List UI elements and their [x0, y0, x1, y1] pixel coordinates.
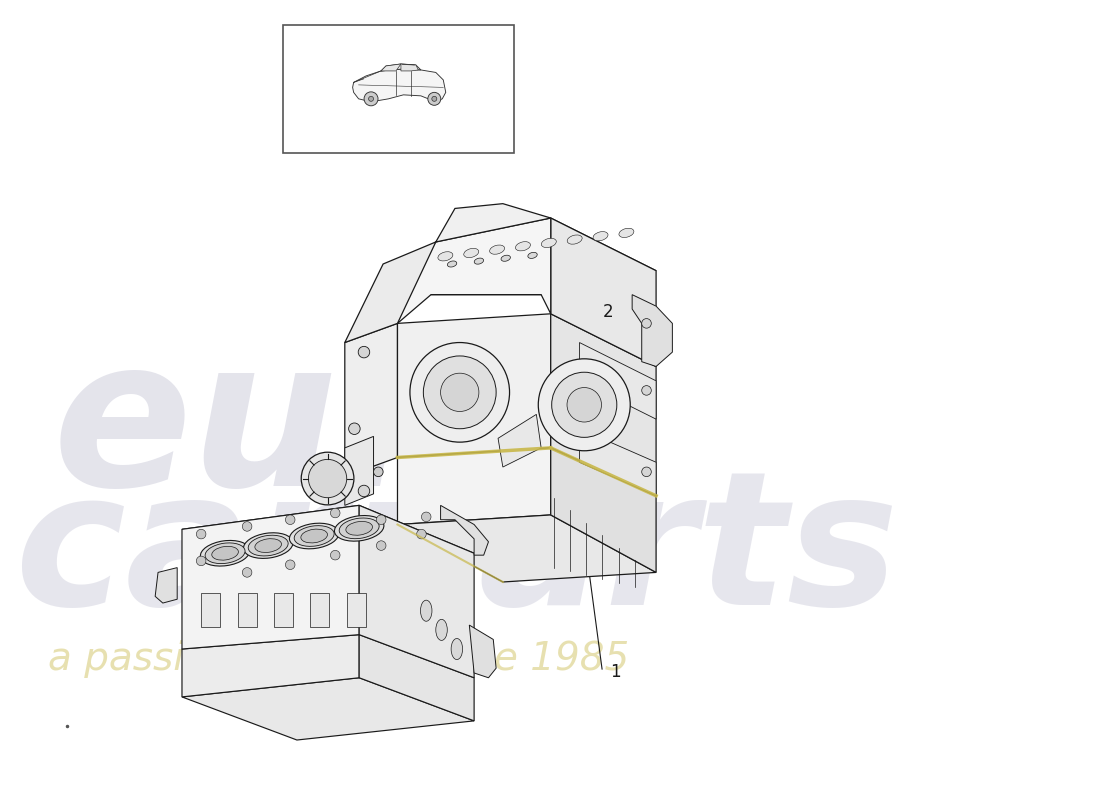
Ellipse shape [420, 600, 432, 622]
Circle shape [421, 512, 431, 522]
Circle shape [374, 467, 383, 477]
Circle shape [641, 467, 651, 477]
Ellipse shape [308, 459, 346, 498]
Ellipse shape [289, 523, 339, 549]
Circle shape [641, 318, 651, 328]
Circle shape [364, 92, 378, 106]
Ellipse shape [474, 258, 484, 264]
Bar [310, 594, 330, 627]
Circle shape [552, 372, 617, 438]
Circle shape [376, 515, 386, 525]
Ellipse shape [334, 515, 384, 541]
Ellipse shape [301, 452, 354, 505]
Polygon shape [580, 429, 656, 496]
Ellipse shape [243, 533, 293, 558]
Text: a passion for excellence 1985: a passion for excellence 1985 [48, 640, 629, 678]
Polygon shape [400, 64, 418, 71]
Ellipse shape [255, 538, 282, 553]
Polygon shape [182, 678, 474, 740]
Ellipse shape [300, 529, 328, 543]
Ellipse shape [345, 522, 373, 535]
Polygon shape [580, 342, 656, 419]
Circle shape [242, 568, 252, 577]
Circle shape [428, 92, 441, 106]
Circle shape [330, 550, 340, 560]
Ellipse shape [516, 242, 530, 251]
Text: carparts: carparts [14, 462, 899, 644]
Circle shape [368, 96, 374, 102]
Polygon shape [360, 506, 474, 678]
Polygon shape [397, 218, 551, 323]
Ellipse shape [451, 638, 463, 659]
Ellipse shape [448, 261, 456, 267]
Bar [283, 25, 515, 153]
Polygon shape [397, 448, 551, 525]
Circle shape [417, 530, 426, 539]
Bar [274, 594, 293, 627]
Circle shape [196, 556, 206, 566]
Circle shape [285, 560, 295, 570]
Polygon shape [182, 506, 360, 649]
Ellipse shape [438, 252, 453, 261]
Bar [346, 594, 366, 627]
Bar [201, 594, 220, 627]
Circle shape [359, 486, 370, 497]
Circle shape [196, 530, 206, 539]
Circle shape [359, 346, 370, 358]
Ellipse shape [249, 535, 288, 556]
Polygon shape [436, 204, 551, 242]
Circle shape [441, 373, 478, 411]
Ellipse shape [464, 248, 478, 258]
Circle shape [641, 386, 651, 395]
Bar [238, 594, 256, 627]
Polygon shape [551, 218, 656, 366]
Polygon shape [498, 414, 541, 467]
Polygon shape [397, 314, 551, 458]
Circle shape [410, 342, 509, 442]
Polygon shape [182, 634, 360, 697]
Ellipse shape [541, 238, 557, 247]
Ellipse shape [212, 546, 239, 560]
Polygon shape [441, 506, 488, 555]
Ellipse shape [528, 252, 537, 258]
Ellipse shape [568, 235, 582, 244]
Polygon shape [344, 436, 374, 506]
Ellipse shape [593, 232, 608, 241]
Polygon shape [182, 506, 474, 582]
Circle shape [349, 423, 360, 434]
Ellipse shape [436, 619, 448, 641]
Ellipse shape [205, 543, 245, 563]
Polygon shape [344, 242, 436, 342]
Polygon shape [344, 323, 397, 477]
Circle shape [330, 508, 340, 518]
Ellipse shape [490, 245, 505, 254]
Ellipse shape [339, 518, 380, 538]
Polygon shape [397, 515, 656, 582]
Polygon shape [381, 64, 421, 71]
Ellipse shape [294, 526, 334, 546]
Circle shape [432, 96, 437, 102]
Circle shape [376, 541, 386, 550]
Circle shape [285, 515, 295, 525]
Polygon shape [381, 64, 400, 71]
Polygon shape [360, 634, 474, 721]
Ellipse shape [200, 541, 250, 566]
Text: euro: euro [53, 329, 581, 529]
Polygon shape [155, 568, 177, 603]
Circle shape [538, 359, 630, 450]
Ellipse shape [500, 255, 510, 262]
Ellipse shape [619, 228, 634, 238]
Text: 2: 2 [603, 303, 613, 321]
Polygon shape [397, 218, 656, 294]
Polygon shape [551, 448, 656, 573]
Polygon shape [353, 69, 446, 102]
Circle shape [424, 356, 496, 429]
Polygon shape [551, 314, 656, 496]
Polygon shape [632, 294, 672, 366]
Circle shape [242, 522, 252, 531]
Circle shape [566, 387, 602, 422]
Text: 1: 1 [610, 663, 620, 681]
Polygon shape [470, 625, 496, 678]
